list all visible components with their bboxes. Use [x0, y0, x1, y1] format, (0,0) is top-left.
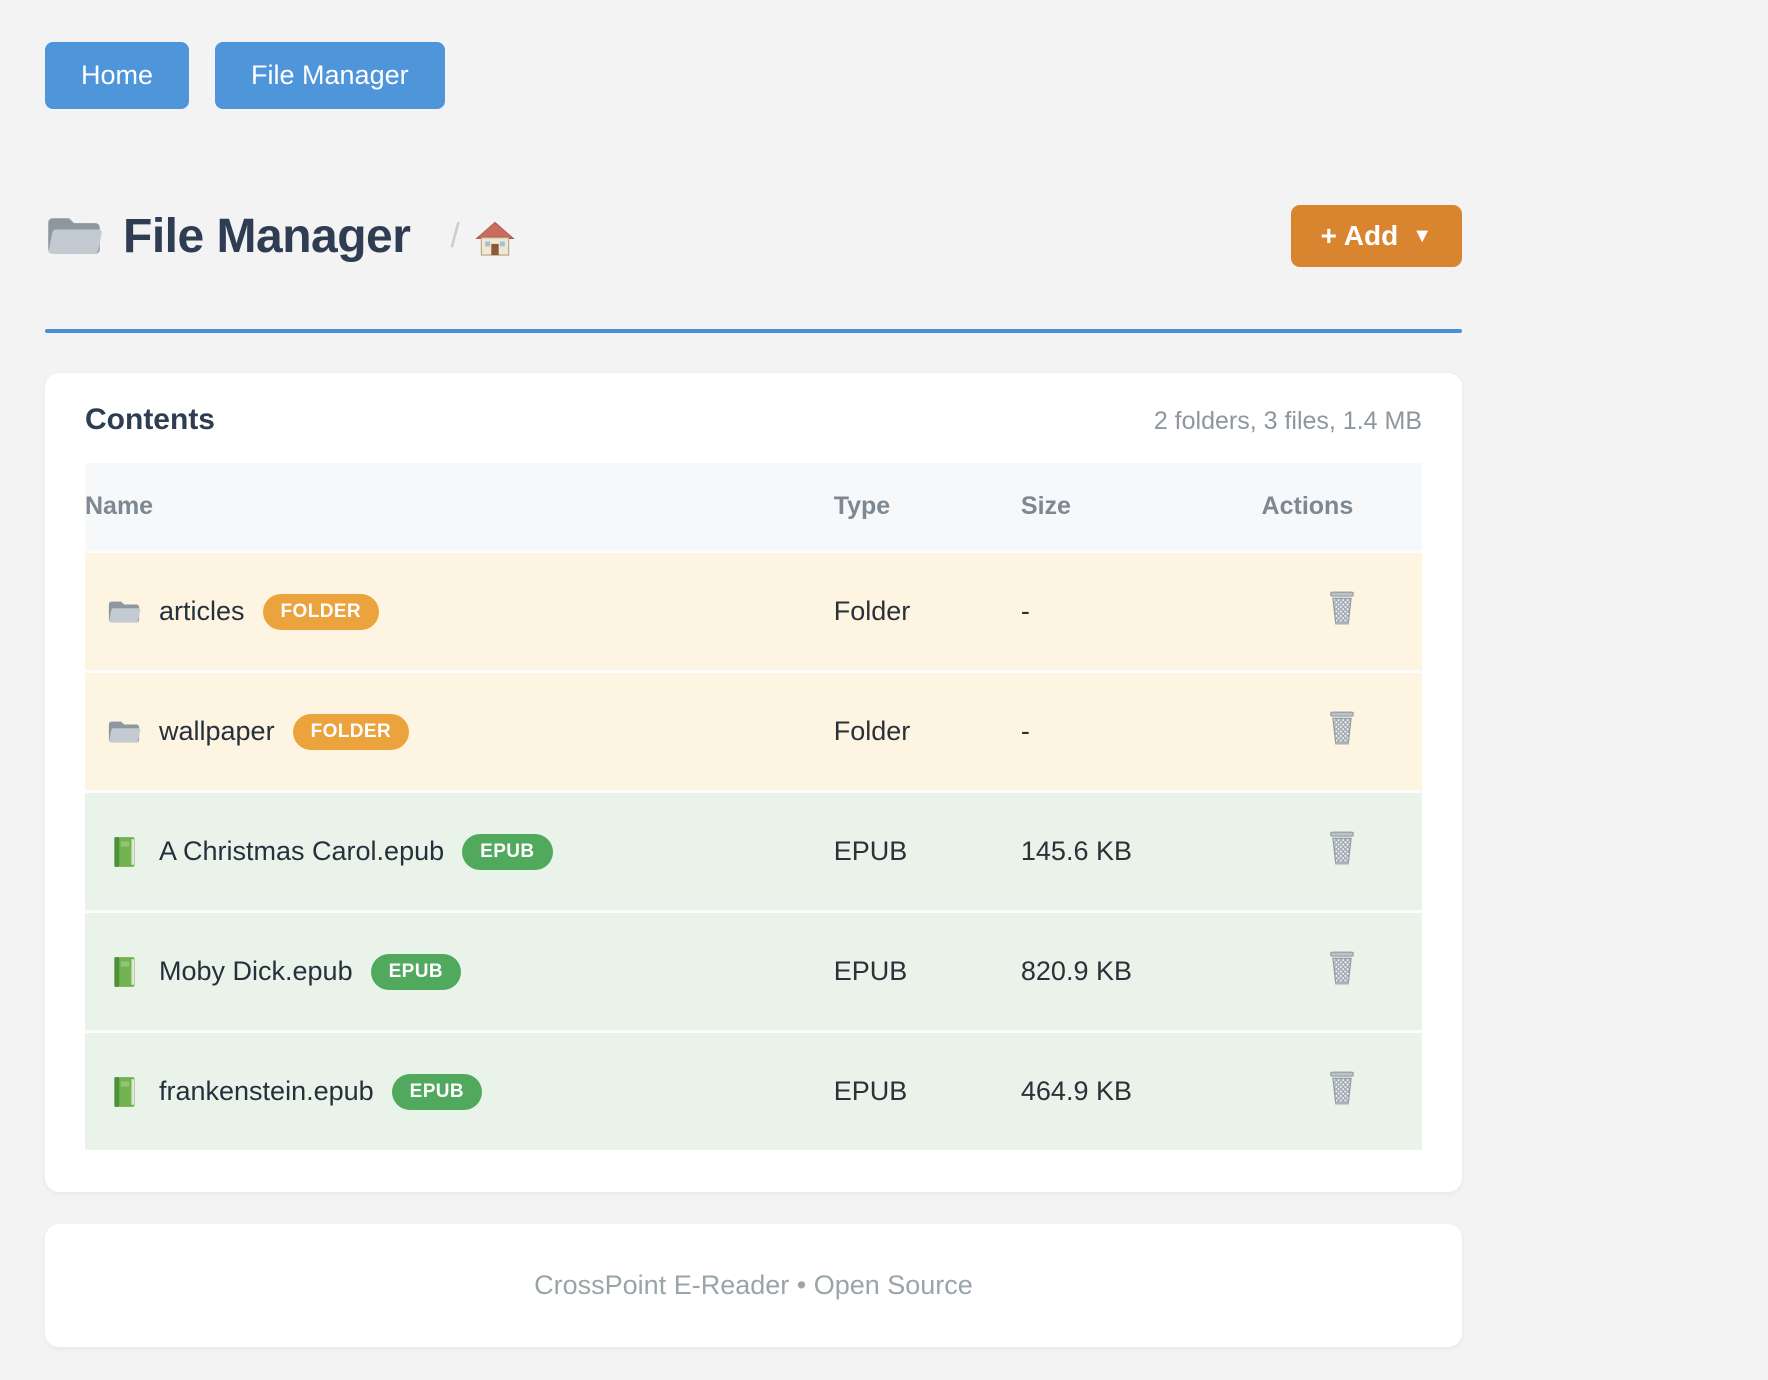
type-badge: FOLDER	[262, 593, 380, 630]
header-divider	[45, 329, 1462, 333]
file-name[interactable]: frankenstein.epub	[159, 1076, 374, 1106]
size-cell: -	[1020, 716, 1030, 746]
file-name[interactable]: Moby Dick.epub	[159, 956, 353, 986]
name-cell: articles FOLDER	[85, 552, 834, 672]
trash-icon	[1327, 711, 1357, 745]
name-cell: frankenstein.epub EPUB	[85, 1032, 834, 1151]
delete-button[interactable]	[1327, 831, 1357, 865]
size-cell: 464.9 KB	[1020, 1076, 1132, 1106]
nav-home-button[interactable]: Home	[45, 42, 190, 109]
contents-card: Contents 2 folders, 3 files, 1.4 MB Name…	[45, 373, 1462, 1192]
file-name[interactable]: A Christmas Carol.epub	[159, 836, 445, 866]
table-row[interactable]: frankenstein.epub EPUB EPUB 464.9 KB	[85, 1031, 1422, 1151]
column-header-name: Name	[85, 463, 834, 552]
actions-cell	[1262, 1032, 1422, 1151]
type-cell: Folder	[833, 716, 911, 746]
folder-icon	[45, 211, 103, 261]
file-table-body: articles FOLDER Folder -	[85, 551, 1422, 1151]
actions-cell	[1262, 672, 1422, 792]
type-badge: EPUB	[370, 953, 461, 990]
size-cell: 820.9 KB	[1020, 956, 1132, 986]
epub-book-icon	[107, 956, 141, 988]
table-row[interactable]: articles FOLDER Folder -	[85, 551, 1422, 672]
file-table-header: Name Type Size Actions	[85, 463, 1422, 552]
folder-icon	[107, 716, 141, 748]
delete-button[interactable]	[1327, 1071, 1357, 1105]
epub-book-icon	[107, 836, 141, 868]
column-header-type: Type	[833, 463, 1021, 552]
actions-cell	[1262, 552, 1422, 672]
title-group: File Manager /	[45, 209, 516, 264]
breadcrumb: /	[436, 213, 515, 259]
footer-text: CrossPoint E-Reader • Open Source	[534, 1270, 973, 1300]
trash-icon	[1327, 1071, 1357, 1105]
type-cell: EPUB	[833, 836, 908, 866]
name-cell: A Christmas Carol.epub EPUB	[85, 792, 834, 912]
home-icon[interactable]	[474, 219, 516, 259]
type-cell: Folder	[833, 596, 911, 626]
type-badge: FOLDER	[292, 713, 410, 750]
table-row[interactable]: Moby Dick.epub EPUB EPUB 820.9 KB	[85, 911, 1422, 1032]
file-table: Name Type Size Actions articles FOLDER	[85, 463, 1422, 1150]
panel-top: Contents 2 folders, 3 files, 1.4 MB	[85, 403, 1422, 437]
file-name[interactable]: articles	[159, 596, 245, 626]
trash-icon	[1327, 591, 1357, 625]
column-header-size: Size	[1020, 463, 1262, 552]
size-cell: -	[1020, 596, 1030, 626]
breadcrumb-separator: /	[450, 216, 460, 255]
epub-book-icon	[107, 1076, 141, 1108]
file-name[interactable]: wallpaper	[159, 716, 275, 746]
actions-cell	[1262, 792, 1422, 912]
type-badge: EPUB	[391, 1073, 483, 1110]
name-cell: wallpaper FOLDER	[85, 672, 834, 792]
name-cell: Moby Dick.epub EPUB	[85, 912, 834, 1032]
trash-icon	[1327, 951, 1357, 985]
table-row[interactable]: A Christmas Carol.epub EPUB EPUB 145.6 K…	[85, 791, 1422, 912]
add-button-label: + Add	[1320, 220, 1399, 251]
top-navigation: Home File Manager	[45, 42, 1462, 109]
type-cell: EPUB	[833, 1076, 908, 1106]
caret-down-icon: ▼	[1412, 225, 1432, 247]
page-title: File Manager	[123, 209, 411, 263]
delete-button[interactable]	[1327, 591, 1357, 625]
size-cell: 145.6 KB	[1020, 836, 1132, 866]
footer: CrossPoint E-Reader • Open Source	[45, 1224, 1462, 1347]
panel-summary: 2 folders, 3 files, 1.4 MB	[1153, 407, 1422, 435]
page-header: File Manager / + Add ▼	[45, 205, 1462, 267]
add-button[interactable]: + Add ▼	[1290, 205, 1462, 267]
actions-cell	[1262, 912, 1422, 1032]
panel-heading: Contents	[85, 403, 215, 436]
page: Home File Manager File Manager /	[45, 0, 1462, 1347]
delete-button[interactable]	[1327, 951, 1357, 985]
delete-button[interactable]	[1327, 711, 1357, 745]
column-header-actions: Actions	[1261, 463, 1422, 552]
type-cell: EPUB	[833, 956, 908, 986]
trash-icon	[1327, 831, 1357, 865]
type-badge: EPUB	[462, 833, 553, 870]
nav-file-manager-button[interactable]: File Manager	[215, 42, 445, 109]
folder-icon	[107, 596, 141, 628]
table-row[interactable]: wallpaper FOLDER Folder -	[85, 671, 1422, 792]
